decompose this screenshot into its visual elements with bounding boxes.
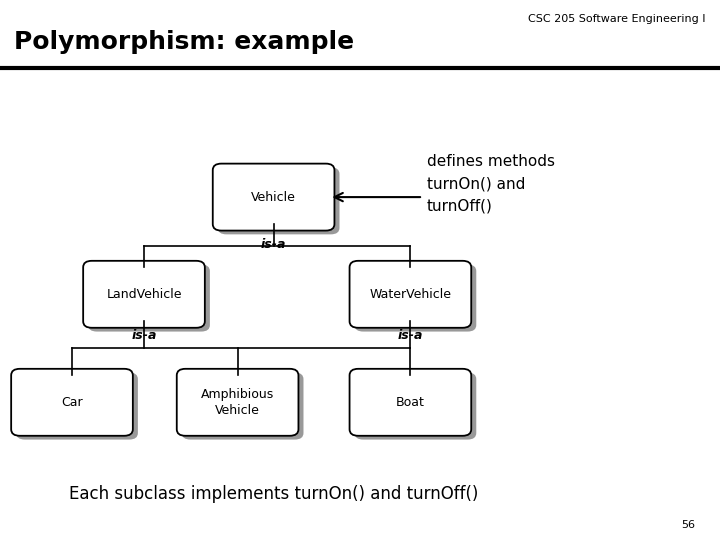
Text: Amphibious
Vehicle: Amphibious Vehicle (201, 388, 274, 417)
FancyBboxPatch shape (349, 369, 471, 436)
FancyBboxPatch shape (354, 373, 477, 440)
Text: Polymorphism: example: Polymorphism: example (14, 30, 354, 53)
Text: Boat: Boat (396, 396, 425, 409)
FancyBboxPatch shape (89, 265, 210, 332)
Text: Vehicle: Vehicle (251, 191, 296, 204)
Text: Car: Car (61, 396, 83, 409)
FancyBboxPatch shape (354, 265, 477, 332)
Text: is-a: is-a (131, 329, 157, 342)
FancyBboxPatch shape (349, 261, 471, 328)
Text: is-a: is-a (397, 329, 423, 342)
Text: CSC 205 Software Engineering I: CSC 205 Software Engineering I (528, 14, 706, 24)
FancyBboxPatch shape (177, 369, 299, 436)
FancyBboxPatch shape (12, 369, 133, 436)
FancyBboxPatch shape (213, 164, 334, 231)
FancyBboxPatch shape (217, 167, 340, 234)
Text: is-a: is-a (261, 238, 287, 251)
Text: 56: 56 (681, 520, 695, 530)
Text: Each subclass implements turnOn() and turnOff(): Each subclass implements turnOn() and tu… (69, 485, 478, 503)
FancyBboxPatch shape (17, 373, 138, 440)
FancyBboxPatch shape (181, 373, 304, 440)
FancyBboxPatch shape (84, 261, 204, 328)
Text: LandVehicle: LandVehicle (107, 288, 181, 301)
Text: defines methods
turnOn() and
turnOff(): defines methods turnOn() and turnOff() (426, 154, 554, 213)
Text: WaterVehicle: WaterVehicle (369, 288, 451, 301)
